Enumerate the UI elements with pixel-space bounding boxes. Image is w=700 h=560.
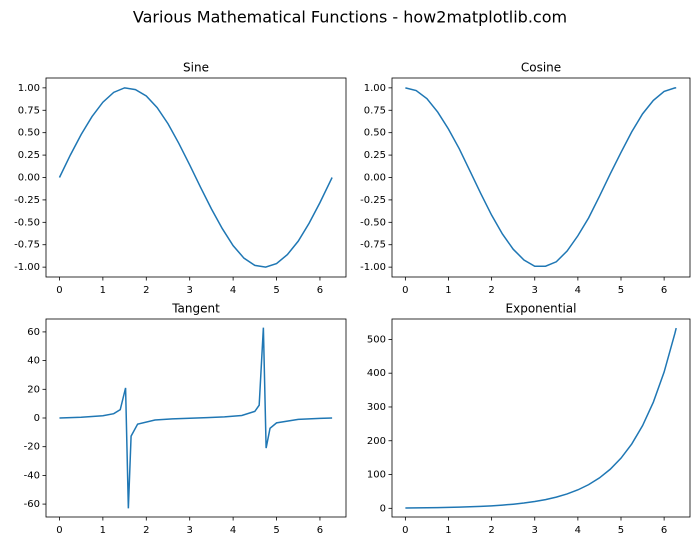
y-tick-label: 0 xyxy=(380,503,386,514)
x-tick-label: 3 xyxy=(532,285,538,296)
x-tick-label: 3 xyxy=(187,525,193,536)
x-tick-label: 4 xyxy=(230,525,236,536)
x-tick-label: 6 xyxy=(317,285,323,296)
y-tick-label: 100 xyxy=(367,470,386,481)
y-tick-label: -1.00 xyxy=(360,262,386,273)
x-tick-label: 2 xyxy=(143,285,149,296)
axes-frame xyxy=(391,77,691,278)
axes-frame xyxy=(45,77,347,278)
subplot-title: Tangent xyxy=(171,302,220,316)
x-tick-label: 5 xyxy=(618,285,624,296)
x-tick-label: 6 xyxy=(661,285,667,296)
axes-frame xyxy=(391,318,691,518)
y-tick-label: 0.75 xyxy=(18,105,40,116)
x-tick-label: 2 xyxy=(143,525,149,536)
line xyxy=(405,87,677,267)
x-tick-label: 3 xyxy=(532,525,538,536)
x-tick-label: 5 xyxy=(273,285,279,296)
line xyxy=(405,327,677,509)
y-tick-label: -20 xyxy=(24,442,40,453)
y-tick-label: 500 xyxy=(367,334,386,345)
x-tick-label: 4 xyxy=(575,285,581,296)
y-tick-label: 0.00 xyxy=(18,173,40,184)
x-tick-label: 1 xyxy=(445,525,451,536)
x-tick-label: 6 xyxy=(661,525,667,536)
y-tick-label: 0.00 xyxy=(364,173,386,184)
y-tick-label: 300 xyxy=(367,402,386,413)
y-tick-label: 0.75 xyxy=(364,105,386,116)
x-tick-label: 3 xyxy=(187,285,193,296)
line xyxy=(58,87,333,268)
y-tick-label: 0.25 xyxy=(18,150,40,161)
y-tick-label: -60 xyxy=(24,499,40,510)
y-tick-label: 400 xyxy=(367,368,386,379)
y-tick-label: 200 xyxy=(367,436,386,447)
x-tick-label: 5 xyxy=(273,525,279,536)
y-tick-label: 0 xyxy=(34,413,40,424)
x-tick-label: 2 xyxy=(488,285,494,296)
x-tick-label: 0 xyxy=(402,285,408,296)
x-tick-label: 2 xyxy=(488,525,494,536)
y-tick-label: -0.50 xyxy=(360,217,386,228)
y-tick-label: 1.00 xyxy=(364,83,386,94)
y-tick-label: 0.50 xyxy=(364,128,386,139)
subplot-title: Cosine xyxy=(521,61,561,75)
y-tick-label: 1.00 xyxy=(18,83,40,94)
y-tick-label: 20 xyxy=(27,384,40,395)
x-tick-label: 0 xyxy=(56,285,62,296)
y-tick-label: -0.50 xyxy=(14,217,40,228)
y-tick-label: 0.25 xyxy=(364,150,386,161)
x-tick-label: 1 xyxy=(100,285,106,296)
y-tick-label: 40 xyxy=(27,356,40,367)
x-tick-label: 6 xyxy=(317,525,323,536)
y-tick-label: -0.75 xyxy=(14,240,40,251)
y-tick-label: 0.50 xyxy=(18,128,40,139)
subplot-title: Sine xyxy=(183,61,209,75)
x-tick-label: 0 xyxy=(56,525,62,536)
y-tick-label: -0.25 xyxy=(360,195,386,206)
y-tick-label: -0.75 xyxy=(360,240,386,251)
y-tick-label: -0.25 xyxy=(14,195,40,206)
x-tick-label: 1 xyxy=(100,525,106,536)
y-tick-label: -1.00 xyxy=(14,262,40,273)
axes-frame xyxy=(45,318,347,518)
x-tick-label: 4 xyxy=(230,285,236,296)
line xyxy=(59,327,333,509)
x-tick-label: 5 xyxy=(618,525,624,536)
x-tick-label: 1 xyxy=(445,285,451,296)
subplot-title: Exponential xyxy=(506,302,577,316)
x-tick-label: 0 xyxy=(402,525,408,536)
y-tick-label: -40 xyxy=(24,470,40,481)
x-tick-label: 4 xyxy=(575,525,581,536)
y-tick-label: 60 xyxy=(27,327,40,338)
figure-title: Various Mathematical Functions - how2mat… xyxy=(133,8,567,27)
